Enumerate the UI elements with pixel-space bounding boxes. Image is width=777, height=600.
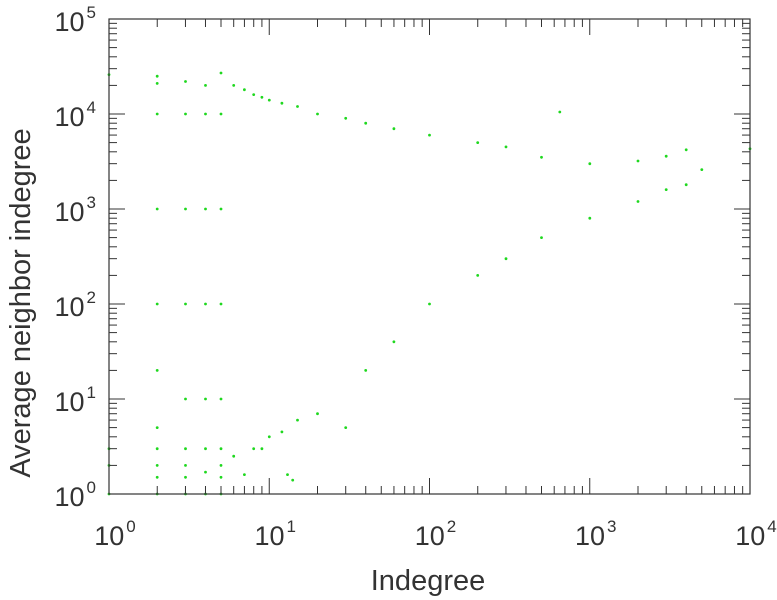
data-point <box>291 478 295 482</box>
data-point <box>219 464 223 467</box>
data-point <box>204 84 207 87</box>
axis-ticks <box>108 18 751 495</box>
data-point <box>364 121 368 125</box>
data-point <box>184 112 187 116</box>
y-tick-label: 10 2 <box>54 288 96 322</box>
data-point <box>155 82 159 85</box>
data-point <box>316 112 319 116</box>
data-point <box>184 80 187 83</box>
data-point <box>280 430 284 434</box>
y-tick-label: 10 5 <box>54 3 96 37</box>
data-point <box>636 159 640 163</box>
x-tick-label: 10 0 <box>94 517 136 551</box>
data-point <box>155 302 159 306</box>
y-axis-label: Average neighbor indegree <box>5 128 37 477</box>
data-point <box>155 369 159 372</box>
data-point <box>204 112 207 116</box>
data-point <box>267 435 271 439</box>
data-point <box>155 112 159 116</box>
data-points <box>107 71 752 496</box>
data-point <box>684 183 688 187</box>
data-point <box>155 475 159 479</box>
data-point <box>588 216 592 220</box>
data-point <box>219 447 223 451</box>
data-point <box>664 188 668 192</box>
data-point <box>243 473 246 476</box>
data-point <box>219 397 223 401</box>
data-point <box>219 112 223 116</box>
data-point <box>476 274 480 277</box>
data-point <box>267 98 271 102</box>
data-point <box>636 200 640 203</box>
y-tick-label: 10 4 <box>54 98 96 132</box>
data-point <box>664 154 668 158</box>
data-point <box>184 464 187 467</box>
y-tick-label: 10 3 <box>54 193 96 227</box>
data-point <box>252 93 256 96</box>
data-point <box>155 447 159 451</box>
data-point <box>364 369 368 372</box>
data-point <box>504 257 508 261</box>
data-point <box>219 71 223 75</box>
data-point <box>204 397 207 401</box>
plot-frame <box>108 18 751 495</box>
data-point <box>316 412 319 416</box>
data-point <box>232 454 236 458</box>
data-point <box>232 84 236 87</box>
data-point <box>286 473 289 476</box>
data-point <box>155 464 159 467</box>
data-point <box>155 207 159 211</box>
data-point <box>428 133 431 137</box>
y-tick-label: 10 0 <box>54 478 96 512</box>
data-point <box>392 127 396 131</box>
data-point <box>540 236 543 240</box>
data-point <box>296 105 299 108</box>
data-point <box>184 302 187 306</box>
data-point <box>184 475 187 479</box>
data-point <box>219 302 223 306</box>
data-point <box>204 470 207 474</box>
data-point <box>219 475 223 479</box>
data-point <box>184 447 187 451</box>
x-tick-labels: 10 0 10 1 10 2 10 3 10 4 <box>94 517 777 551</box>
data-point <box>540 155 543 159</box>
data-point <box>684 148 688 152</box>
data-point <box>184 397 187 401</box>
x-axis-label: Indegree <box>371 565 486 597</box>
data-point <box>700 168 704 172</box>
x-tick-label: 10 3 <box>575 517 617 551</box>
data-point <box>296 418 299 422</box>
data-point <box>204 447 207 451</box>
data-point <box>476 141 480 145</box>
data-point <box>204 302 207 306</box>
data-point <box>588 162 592 166</box>
x-tick-label: 10 4 <box>735 517 777 551</box>
data-point <box>344 426 348 429</box>
x-tick-label: 10 1 <box>254 517 296 551</box>
data-point <box>558 110 562 114</box>
y-tick-label: 10 1 <box>54 383 96 417</box>
data-point <box>428 302 431 306</box>
x-tick-label: 10 2 <box>415 517 457 551</box>
data-point <box>504 145 508 149</box>
data-point <box>155 74 159 78</box>
data-point <box>252 447 256 451</box>
data-point <box>392 340 396 344</box>
data-point <box>243 88 246 92</box>
data-point <box>155 426 159 429</box>
data-point <box>219 207 223 211</box>
data-point <box>280 101 284 105</box>
data-point <box>344 116 348 120</box>
data-point <box>260 95 264 99</box>
data-point <box>184 207 187 211</box>
data-point <box>204 207 207 211</box>
data-point <box>260 447 264 451</box>
